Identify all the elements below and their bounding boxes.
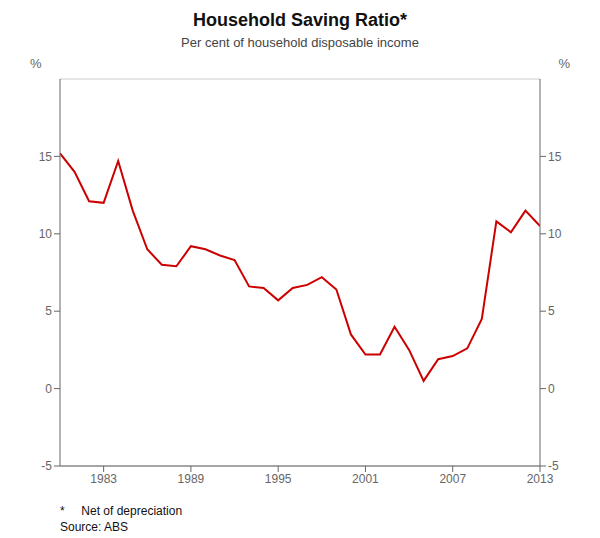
svg-text:0: 0: [45, 382, 52, 396]
svg-text:10: 10: [548, 227, 562, 241]
svg-text:2013: 2013: [527, 472, 554, 486]
svg-text:1995: 1995: [265, 472, 292, 486]
svg-text:2001: 2001: [352, 472, 379, 486]
svg-text:-5: -5: [41, 459, 52, 473]
svg-text:-5: -5: [548, 459, 559, 473]
svg-text:0: 0: [548, 382, 555, 396]
svg-text:5: 5: [548, 304, 555, 318]
svg-text:10: 10: [39, 227, 53, 241]
svg-text:2007: 2007: [439, 472, 466, 486]
html-text:Household Saving Ratio*: Household Saving Ratio*: [193, 10, 407, 30]
svg-text:5: 5: [45, 304, 52, 318]
svg-text:15: 15: [548, 150, 562, 164]
svg-text:1989: 1989: [178, 472, 205, 486]
html-text:Source: ABS: Source: ABS: [60, 520, 128, 534]
html-text:* Net of depreciation: * Net of depreciation: [60, 504, 183, 518]
svg-text:15: 15: [39, 150, 53, 164]
svg-text:1983: 1983: [90, 472, 117, 486]
html-text:Per cent of household disposab: Per cent of household disposable income: [181, 35, 419, 50]
